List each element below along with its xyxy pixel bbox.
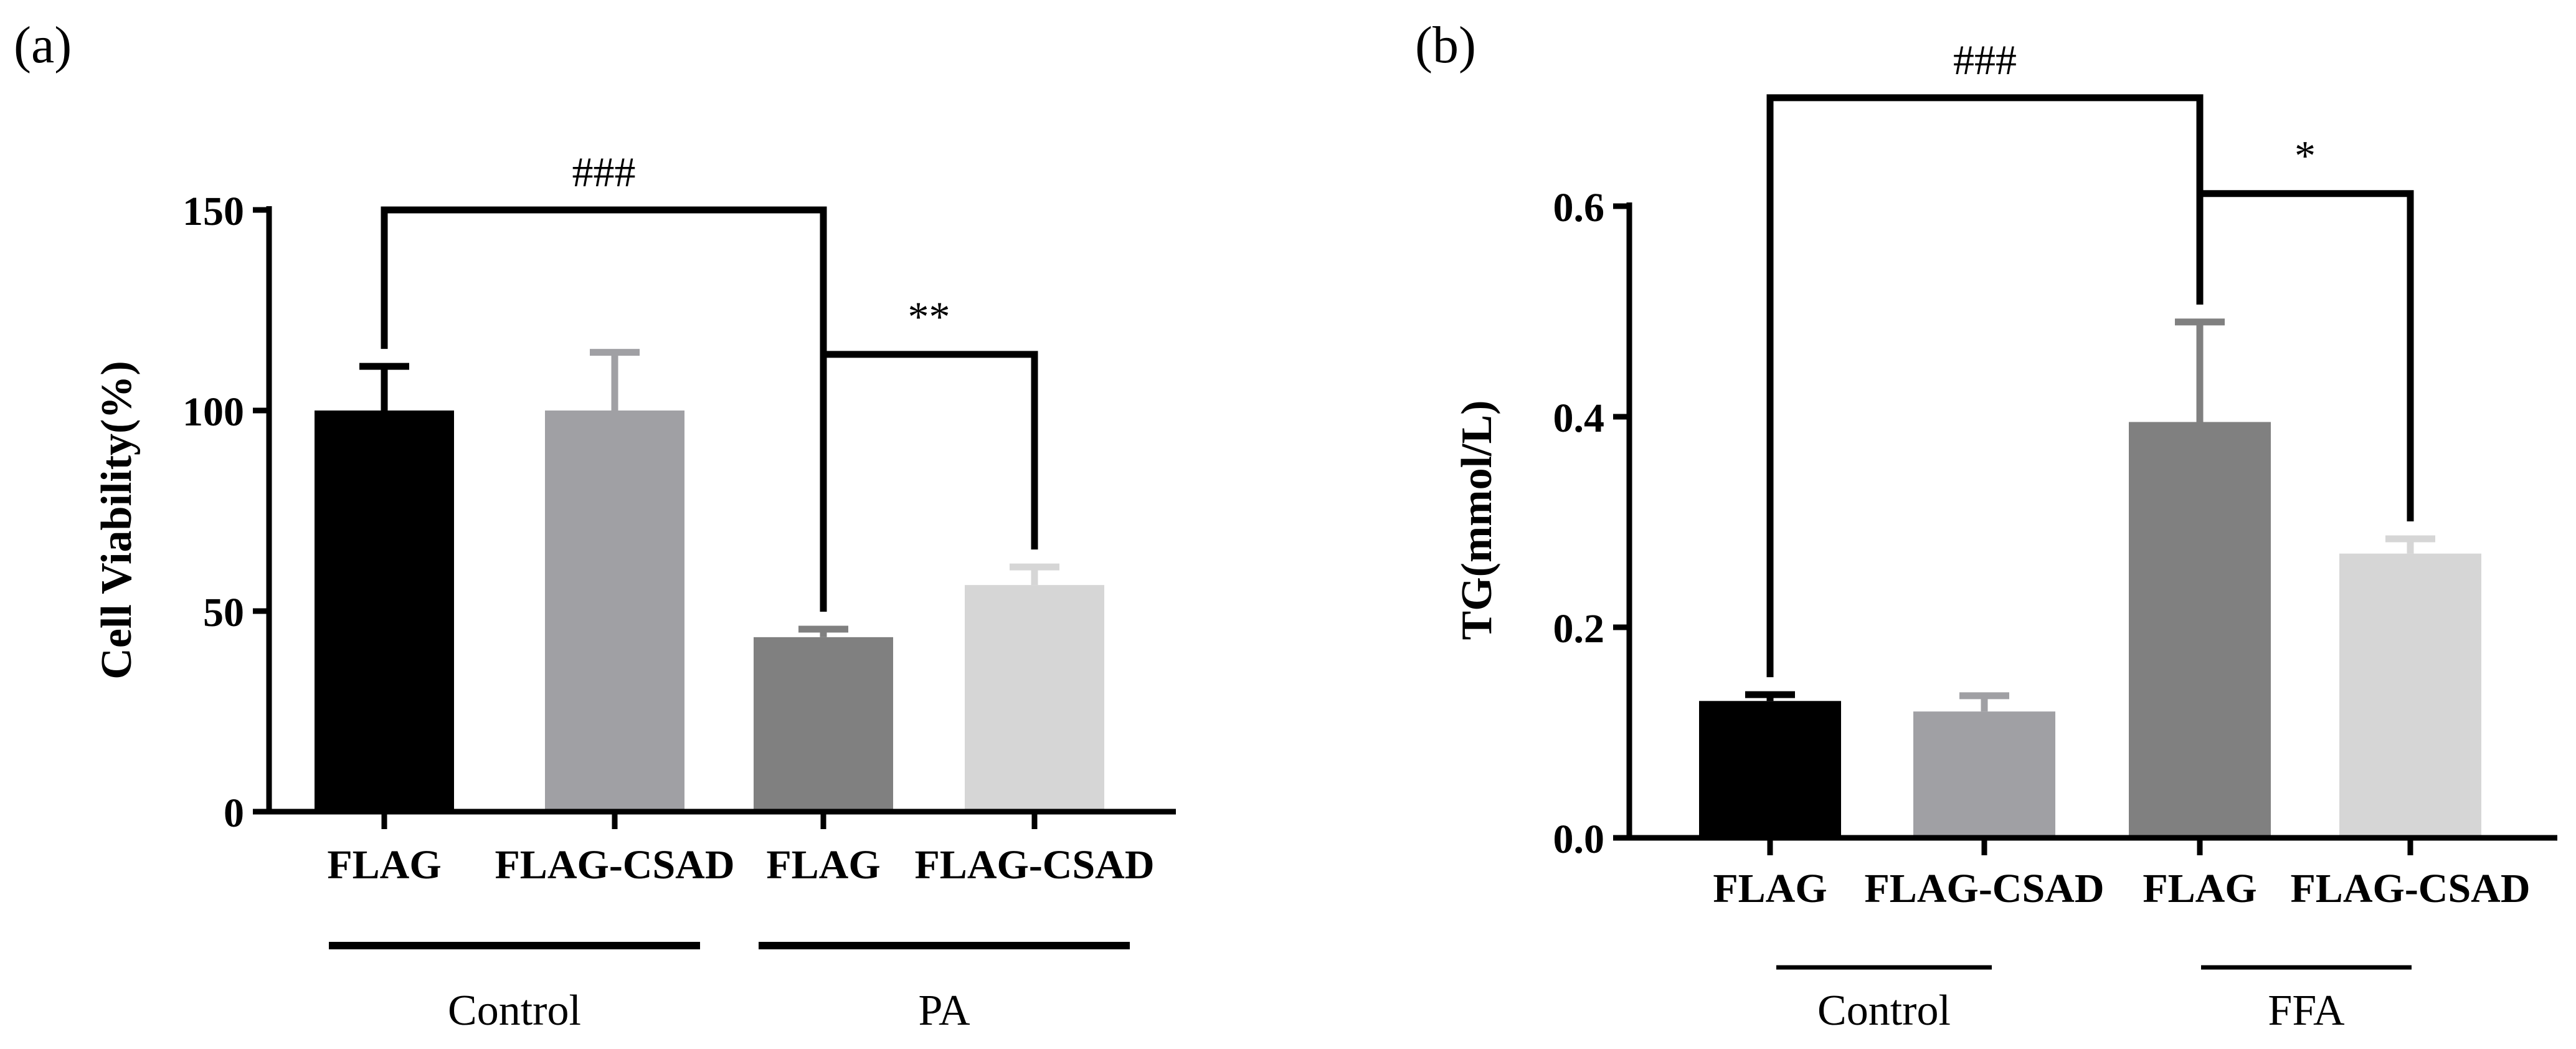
chart1-y-tick-label-1: 0.2	[1553, 606, 1605, 652]
chart1-group-label-0: Control	[1817, 987, 1951, 1035]
chart1-bar-1	[1913, 711, 2055, 838]
chart1-significance-label-1: *	[2294, 132, 2316, 179]
chart1-category-label-0: FLAG	[1713, 866, 1827, 911]
chart0-category-label-1: FLAG-CSAD	[495, 842, 734, 888]
chart0-y-tick-label-1: 50	[203, 590, 244, 635]
chart0-group-label-0: Control	[448, 987, 581, 1035]
chart1-category-label-1: FLAG-CSAD	[1864, 866, 2104, 911]
chart0-significance-label-1: **	[908, 293, 950, 340]
chart1-bar-0	[1699, 701, 1841, 838]
chart-a: 0 50 100 150 FLAG FLAG-CSAD FLAG FLAG-CSAD Cell …	[93, 148, 1176, 1035]
chart1-y-axis-title: TG(mmol/L)	[1453, 401, 1501, 640]
panel-a: (a) 0 50 100 150 FLAG FLAG-CSAD FLAG FLAG-CSAD C…	[14, 16, 1176, 1035]
chart1-bar-3	[2339, 553, 2481, 838]
chart0-category-label-0: FLAG	[327, 842, 441, 888]
chart0-group-label-1: PA	[918, 987, 970, 1035]
chart0-y-tick-label-0: 0	[224, 790, 244, 836]
chart1-significance-bracket-1	[2196, 190, 2414, 522]
chart1-y-tick-label-2: 0.4	[1553, 396, 1605, 441]
chart1-group-label-1: FFA	[2268, 987, 2345, 1035]
chart1-y-tick-label-0: 0.0	[1553, 817, 1605, 862]
chart-b: 0.0 0.2 0.4 0.6 FLAG FLAG-CSAD FLAG FLAG-CSAD TG…	[1453, 36, 2557, 1035]
chart0-significance-bracket-1	[820, 351, 1038, 612]
chart0-category-label-2: FLAG	[766, 842, 880, 888]
panel-a-label: (a)	[14, 16, 72, 74]
chart0-y-axis-title: Cell Viability(%)	[93, 361, 141, 679]
chart0-bar-2	[754, 637, 893, 812]
chart1-category-label-3: FLAG-CSAD	[2290, 866, 2530, 911]
chart1-significance-label-0: ###	[1953, 36, 2017, 83]
chart0-significance-label-0: ###	[572, 148, 636, 196]
panel-b: (b) 0.0 0.2 0.4 0.6 FLAG FLAG-CSAD FLAG FLAG-CS…	[1415, 16, 2557, 1035]
chart0-bar-0	[315, 411, 454, 812]
chart0-y-tick-label-2: 100	[182, 389, 244, 435]
panel-b-label: (b)	[1415, 16, 1476, 74]
chart0-y-tick-label-3: 150	[182, 189, 244, 234]
chart0-bar-1	[545, 411, 684, 812]
chart1-category-label-2: FLAG	[2143, 866, 2256, 911]
chart0-bar-3	[965, 585, 1104, 812]
chart0-category-label-3: FLAG-CSAD	[914, 842, 1154, 888]
chart1-y-tick-label-3: 0.6	[1553, 185, 1605, 230]
chart1-bar-2	[2129, 422, 2271, 838]
